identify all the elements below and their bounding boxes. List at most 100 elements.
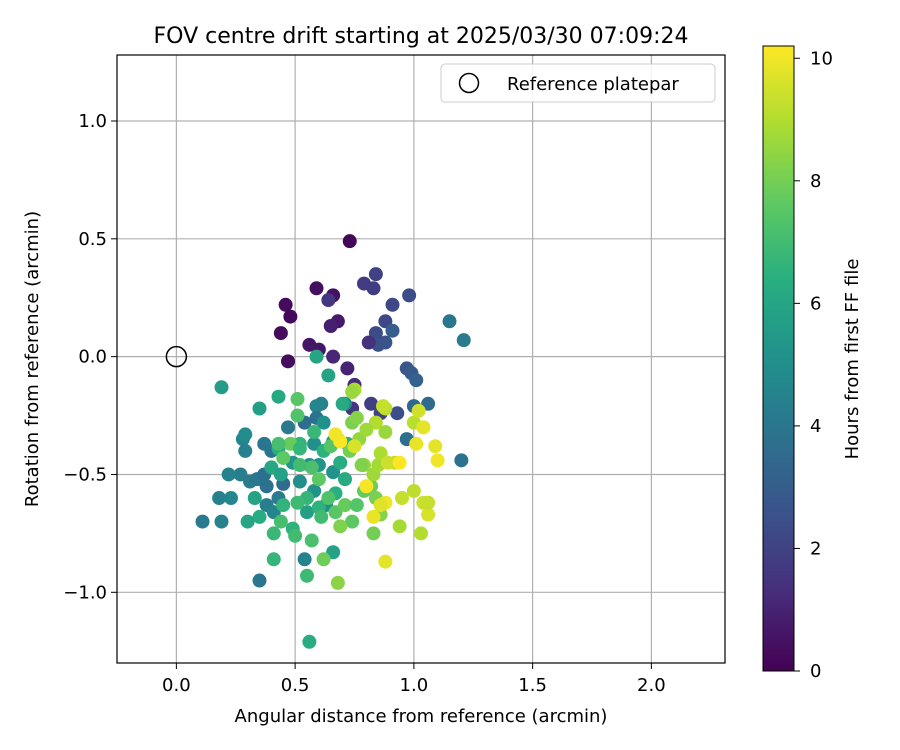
data-point bbox=[361, 335, 376, 350]
data-point bbox=[292, 474, 307, 489]
data-points bbox=[195, 234, 471, 649]
data-point bbox=[366, 526, 381, 541]
data-point bbox=[395, 491, 409, 506]
y-tick-label: 0.5 bbox=[78, 229, 107, 250]
data-point bbox=[364, 396, 379, 411]
colorbar-tick-label: 2 bbox=[810, 538, 821, 559]
legend-reference-marker-icon bbox=[458, 72, 480, 94]
data-point bbox=[297, 552, 312, 567]
y-tick-label: −1.0 bbox=[63, 582, 107, 603]
data-point bbox=[259, 479, 274, 494]
data-point bbox=[333, 455, 348, 470]
data-point bbox=[378, 554, 393, 569]
data-point bbox=[345, 514, 360, 529]
data-point bbox=[302, 634, 317, 649]
data-point bbox=[271, 436, 286, 451]
x-tick-label: 0.0 bbox=[162, 675, 191, 696]
plot-frame bbox=[116, 54, 726, 664]
data-point bbox=[416, 420, 431, 435]
data-point bbox=[212, 491, 227, 506]
colorbar-tick-label: 8 bbox=[810, 171, 821, 192]
data-point bbox=[311, 472, 326, 487]
reference-marker bbox=[165, 345, 188, 368]
data-point bbox=[266, 552, 281, 567]
data-point bbox=[309, 281, 324, 296]
x-tick-label: 1.5 bbox=[518, 675, 547, 696]
colorbar-ticks: 0 2 4 6 8 10 bbox=[794, 48, 833, 682]
data-point bbox=[316, 552, 331, 567]
data-point bbox=[214, 514, 229, 529]
data-point bbox=[252, 509, 267, 524]
data-point bbox=[333, 519, 348, 534]
data-point bbox=[292, 441, 307, 456]
legend-box bbox=[440, 63, 716, 103]
data-point bbox=[292, 458, 307, 473]
data-point bbox=[378, 425, 393, 440]
data-point bbox=[288, 528, 303, 543]
data-point bbox=[238, 427, 253, 442]
data-point bbox=[307, 425, 322, 440]
colorbar: 0 2 4 6 8 10 Hours from first FF file bbox=[762, 45, 863, 682]
data-point bbox=[385, 297, 400, 312]
data-point bbox=[252, 401, 267, 416]
data-point bbox=[454, 453, 469, 468]
y-axis-label: Rotation from reference (arcmin) bbox=[22, 211, 43, 507]
y-axis-ticks: 1.0 0.5 0.0 −0.5 −1.0 bbox=[63, 111, 117, 603]
colorbar-label: Hours from first FF file bbox=[842, 259, 863, 460]
data-point bbox=[378, 335, 393, 350]
data-point bbox=[309, 349, 324, 364]
data-point bbox=[385, 323, 400, 338]
data-point bbox=[221, 467, 236, 482]
data-point bbox=[323, 319, 338, 334]
reference-platepar-marker bbox=[165, 345, 188, 368]
data-point bbox=[349, 410, 364, 425]
grid-lines bbox=[117, 55, 725, 663]
data-point bbox=[240, 514, 255, 529]
data-point bbox=[195, 514, 210, 529]
chart-title: FOV centre drift starting at 2025/03/30 … bbox=[154, 24, 689, 49]
data-point bbox=[421, 495, 436, 510]
x-tick-label: 0.5 bbox=[281, 675, 310, 696]
data-point bbox=[314, 509, 329, 524]
y-tick-label: 1.0 bbox=[78, 111, 107, 132]
data-point bbox=[345, 384, 360, 399]
legend: Reference platepar bbox=[440, 63, 716, 103]
data-point bbox=[328, 427, 343, 442]
y-tick-label: 0.0 bbox=[78, 347, 107, 368]
data-point bbox=[347, 439, 362, 454]
data-point bbox=[273, 326, 288, 341]
data-point bbox=[430, 453, 445, 468]
data-point bbox=[326, 349, 341, 364]
data-point bbox=[340, 361, 355, 376]
data-point bbox=[409, 373, 424, 388]
x-tick-label: 1.0 bbox=[400, 675, 429, 696]
data-point bbox=[214, 380, 229, 395]
data-point bbox=[266, 526, 281, 541]
data-point bbox=[442, 314, 457, 329]
data-point bbox=[224, 491, 238, 506]
data-point bbox=[338, 472, 352, 487]
y-tick-label: −0.5 bbox=[63, 464, 107, 485]
data-point bbox=[359, 422, 374, 437]
colorbar-tick-label: 10 bbox=[810, 48, 833, 69]
data-point bbox=[414, 526, 428, 541]
data-point bbox=[321, 491, 336, 506]
data-point bbox=[278, 297, 293, 312]
data-point bbox=[290, 392, 305, 407]
data-point bbox=[338, 498, 352, 513]
legend-label: Reference platepar bbox=[507, 74, 679, 95]
data-point bbox=[368, 267, 383, 282]
data-point bbox=[359, 479, 374, 494]
data-point bbox=[321, 368, 336, 383]
data-point bbox=[409, 436, 424, 451]
data-point bbox=[380, 455, 395, 470]
data-point bbox=[330, 575, 345, 590]
data-point bbox=[283, 309, 298, 324]
data-point bbox=[281, 354, 295, 369]
data-point bbox=[342, 234, 357, 249]
colorbar-gradient bbox=[762, 45, 795, 672]
data-point bbox=[276, 450, 291, 465]
data-point bbox=[304, 533, 319, 548]
data-point bbox=[300, 505, 314, 520]
